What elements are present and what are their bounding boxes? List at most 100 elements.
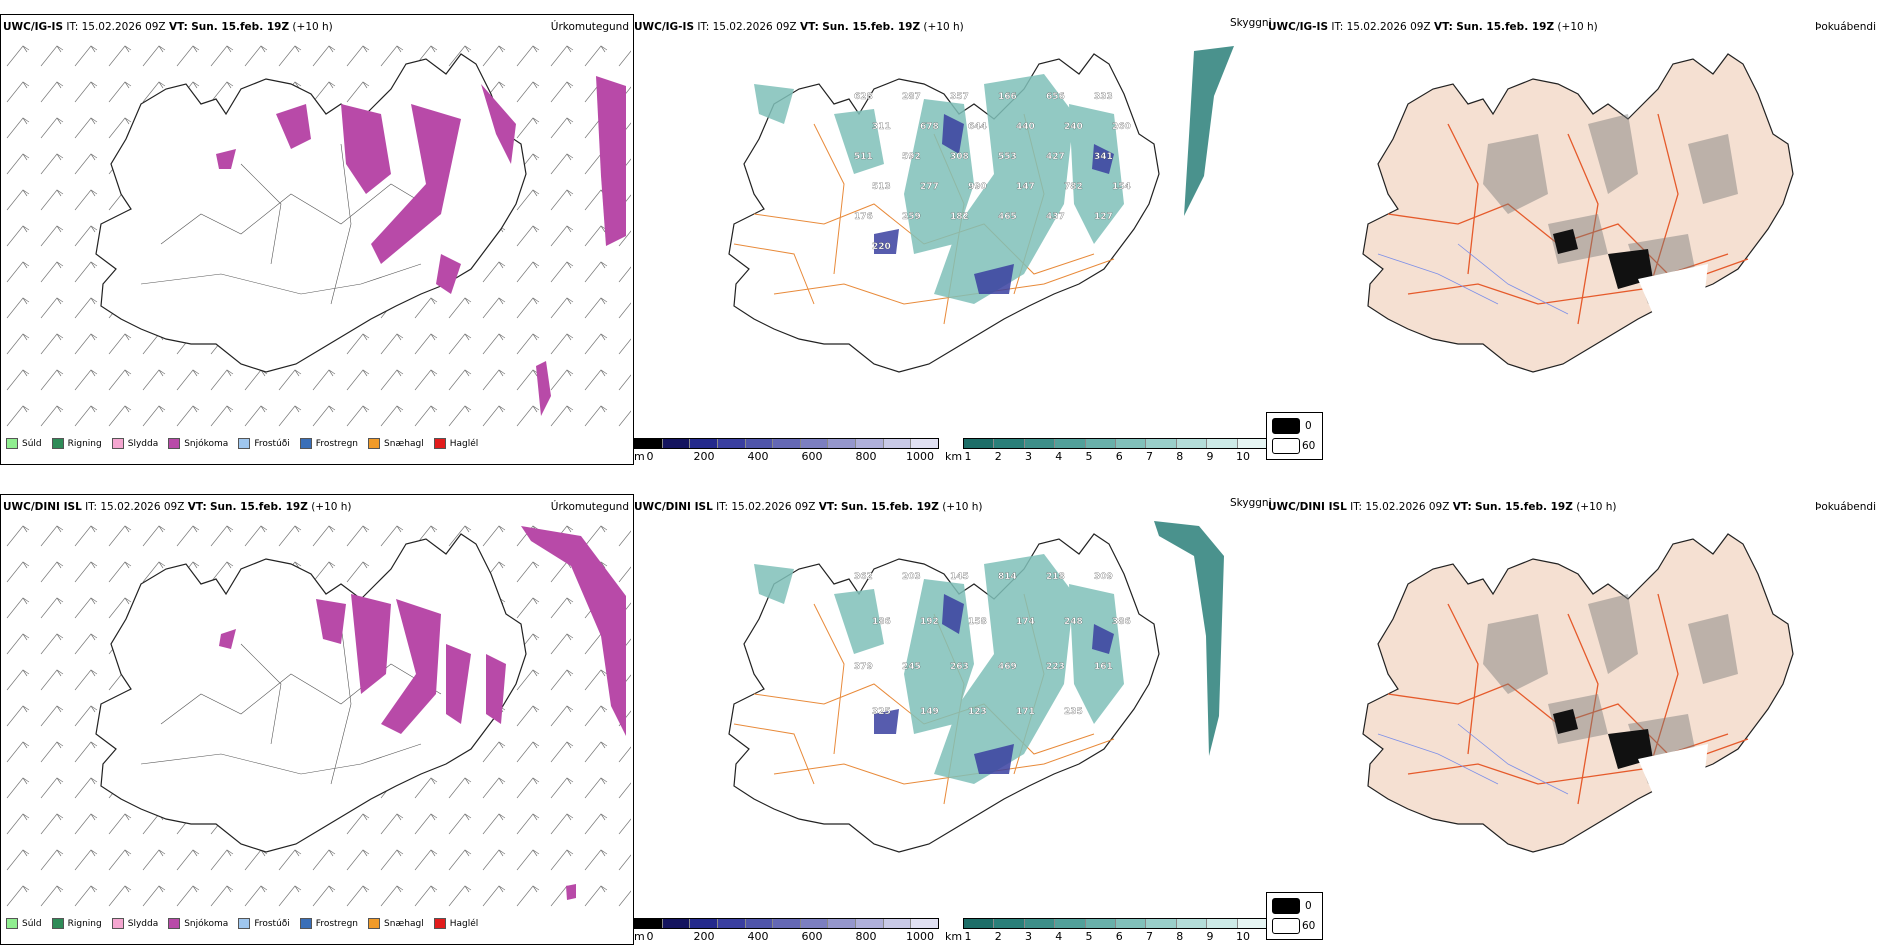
it-label: IT: — [85, 501, 98, 513]
fog-map[interactable] — [1268, 36, 1898, 436]
legend-item-snaehagl: Snæhagl — [368, 918, 424, 929]
legend-item-frostudi: Frostúði — [238, 918, 290, 929]
cloud-labels: 628 287 357 166 656 333 311 678 644 440 240 260 511 5… — [854, 92, 1131, 252]
fog-panel-header: UWC/IG-IS IT: 15.02.2026 09Z VT: Sun. 15… — [1268, 20, 1598, 34]
cloud-map[interactable]: 628 287 357 166 656 333 311 678 644 440 240 260 511 5… — [634, 36, 1266, 436]
visibility-band-offshore — [1184, 46, 1234, 216]
legend-swatch — [238, 918, 251, 929]
legend-swatch — [368, 438, 381, 449]
forecast-offset: (+10 h) — [923, 21, 964, 33]
precip-map[interactable] — [1, 516, 631, 911]
cloudbase-unit: m — [634, 450, 645, 463]
cloud-base-label: 386 — [1112, 617, 1131, 627]
precip-panel-header: UWC/IG-IS IT: 15.02.2026 09Z VT: Sun. 15… — [3, 20, 333, 34]
cloud-base-label: 174 — [1016, 617, 1035, 627]
visibility-ticks: 1 2 3 4 5 6 7 8 9 10 — [964, 930, 1251, 943]
cloud-base-label: 192 — [920, 617, 939, 627]
cloud-base-label: 161 — [1094, 662, 1113, 672]
legend-swatch — [299, 918, 312, 929]
cloud-base-label: 311 — [872, 122, 891, 132]
cloudbase-ticks: 0 200 400 600 800 1000 — [646, 450, 935, 463]
legend-swatch — [299, 438, 312, 449]
fog-label-60: 60 — [1302, 440, 1316, 452]
cloud-base-label: 186 — [872, 617, 891, 627]
fog-map[interactable] — [1268, 516, 1898, 916]
precip-panel-title: Úrkomutegund — [550, 501, 629, 513]
cloud-base-label: 379 — [854, 662, 873, 672]
cloud-base-label: 511 — [854, 152, 873, 162]
cloud-base-label: 235 — [1064, 707, 1083, 717]
cloud-base-label: 287 — [902, 92, 921, 102]
fog-swatch-60 — [1272, 918, 1300, 934]
cloud-base-label: 325 — [872, 707, 891, 717]
forecast-offset: (+10 h) — [1557, 21, 1598, 33]
it-value: 15.02.2026 09Z — [100, 501, 185, 513]
row-1: UWC/DINI ISL IT: 15.02.2026 09Z VT: Sun.… — [0, 480, 1900, 950]
forecast-offset: (+10 h) — [1576, 501, 1617, 513]
fog-swatch-0 — [1272, 898, 1300, 914]
precip-legend: Súld Rigning Slydda Snjókoma Frostúði Fr… — [6, 438, 488, 449]
cloudbase-unit: m — [634, 930, 645, 943]
legend-swatch — [168, 918, 181, 929]
visibility-band-offshore — [1154, 521, 1224, 756]
cloud-panel-title: Skyggni — [1230, 497, 1272, 509]
cloud-base-label: 259 — [902, 212, 921, 222]
legend-item-snjokoma: Snjókoma — [168, 438, 228, 449]
snow-streak — [566, 884, 576, 900]
cloud-base-label: 656 — [1046, 92, 1065, 102]
cloud-base-label: 166 — [998, 92, 1017, 102]
legend-item-frostregn: Frostregn — [299, 438, 358, 449]
forecast-offset: (+10 h) — [311, 501, 352, 513]
fog-label-60: 60 — [1302, 920, 1316, 932]
fog-panel-header: UWC/DINI ISL IT: 15.02.2026 09Z VT: Sun.… — [1268, 500, 1617, 514]
legend-item-sudl: Súld — [6, 438, 42, 449]
legend-item-haglel: Haglél — [433, 918, 478, 929]
cloud-panel-header: UWC/IG-IS IT: 15.02.2026 09Z VT: Sun. 15… — [634, 20, 964, 34]
legend-swatch — [51, 918, 64, 929]
cloud-base-label: 277 — [920, 182, 939, 192]
forecast-offset: (+10 h) — [942, 501, 983, 513]
cloud-base-label: 147 — [1016, 182, 1035, 192]
legend-item-frostudi: Frostúði — [238, 438, 290, 449]
cloud-base-label: 123 — [968, 707, 987, 717]
cloud-base-label: 427 — [1046, 152, 1065, 162]
cloud-base-label: 437 — [1046, 212, 1065, 222]
legend-item-haglel: Haglél — [433, 438, 478, 449]
fog-swatch-60 — [1272, 438, 1300, 454]
cloud-base-label: 644 — [968, 122, 987, 132]
precip-panel-frame — [0, 14, 634, 465]
legend-item-rigning: Rigning — [51, 918, 102, 929]
cloud-base-label: 990 — [968, 182, 987, 192]
vt-label: VT: — [187, 501, 207, 513]
fog-swatch-0 — [1272, 418, 1300, 434]
snow-band-offshore — [521, 526, 626, 736]
cloud-base-label: 158 — [968, 617, 987, 627]
cloud-base-label: 260 — [1112, 122, 1131, 132]
cloud-base-label: 628 — [854, 92, 873, 102]
cloud-base-label: 248 — [1064, 617, 1083, 627]
vt-label: VT: — [799, 21, 819, 33]
it-value: 15.02.2026 09Z — [731, 501, 816, 513]
cloud-base-label: 814 — [998, 572, 1017, 582]
cloud-map[interactable]: 362 203 145 814 218 309 186 192 158 174 248 386 379 2… — [634, 516, 1266, 916]
legend-item-frostregn: Frostregn — [299, 918, 358, 929]
it-label: IT: — [716, 501, 729, 513]
precip-map[interactable] — [1, 36, 631, 431]
cloud-panel-header: UWC/DINI ISL IT: 15.02.2026 09Z VT: Sun.… — [634, 500, 983, 514]
row-0: UWC/IG-IS IT: 15.02.2026 09Z VT: Sun. 15… — [0, 14, 1898, 465]
cloud-base-label: 154 — [1112, 182, 1131, 192]
cloud-base-label: 469 — [998, 662, 1017, 672]
cloud-base-label: 240 — [1064, 122, 1083, 132]
it-value: 15.02.2026 09Z — [1346, 21, 1431, 33]
visibility-unit: km — [945, 450, 963, 463]
legend-swatch — [168, 438, 181, 449]
legend-swatch — [6, 918, 18, 929]
fog-panel-title: Þokuábendi — [1815, 501, 1876, 513]
cloud-base-label: 513 — [872, 182, 891, 192]
precip-panel-title: Úrkomutegund — [550, 21, 629, 33]
vt-label: VT: — [1433, 21, 1453, 33]
precip-legend: Súld Rigning Slydda Snjókoma Frostúði Fr… — [6, 918, 488, 929]
legend-item-rigning: Rigning — [51, 438, 102, 449]
legend-item-slydda: Slydda — [111, 918, 158, 929]
cloud-base-label: 678 — [920, 122, 939, 132]
